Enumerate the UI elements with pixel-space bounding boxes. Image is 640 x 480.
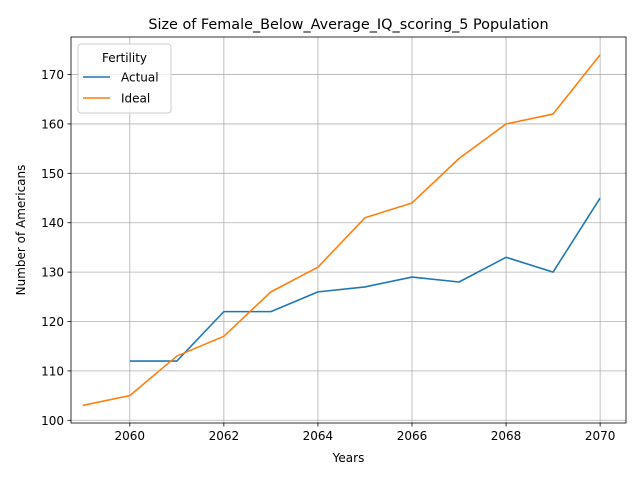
x-tick-label: 2066 xyxy=(397,429,428,443)
x-tick-label: 2070 xyxy=(585,429,616,443)
y-tick-label: 170 xyxy=(41,68,64,82)
x-tick-label: 2062 xyxy=(209,429,240,443)
series-line-actual xyxy=(129,197,601,362)
legend-label-actual: Actual xyxy=(121,71,159,85)
y-tick-label: 100 xyxy=(41,414,64,428)
series-line-ideal xyxy=(82,54,601,407)
x-tick-label: 2064 xyxy=(303,429,334,443)
series-layer xyxy=(82,54,601,407)
y-tick-label: 150 xyxy=(41,167,64,181)
legend-box xyxy=(77,43,172,114)
x-tick-label: 2060 xyxy=(115,429,146,443)
y-tick-label: 140 xyxy=(41,216,64,230)
legend-title: Fertility xyxy=(102,51,147,65)
y-tick-label: 120 xyxy=(41,315,64,329)
chart-title: Size of Female_Below_Average_IQ_scoring_… xyxy=(148,17,548,33)
x-tick-label: 2068 xyxy=(491,429,522,443)
legend-label-ideal: Ideal xyxy=(121,92,150,106)
y-tick-label: 130 xyxy=(41,266,64,280)
y-tick-label: 160 xyxy=(41,117,64,131)
legend: Fertility Actual Ideal xyxy=(77,43,172,114)
y-axis: 100 110 120 130 140 150 160 170 xyxy=(41,68,71,428)
y-tick-label: 110 xyxy=(41,364,64,378)
y-axis-label: Number of Americans xyxy=(14,165,28,296)
x-axis-label: Years xyxy=(332,451,365,465)
x-axis: 2060 2062 2064 2066 2068 2070 xyxy=(115,423,616,443)
grid xyxy=(71,37,626,423)
axes-frame xyxy=(70,36,627,424)
